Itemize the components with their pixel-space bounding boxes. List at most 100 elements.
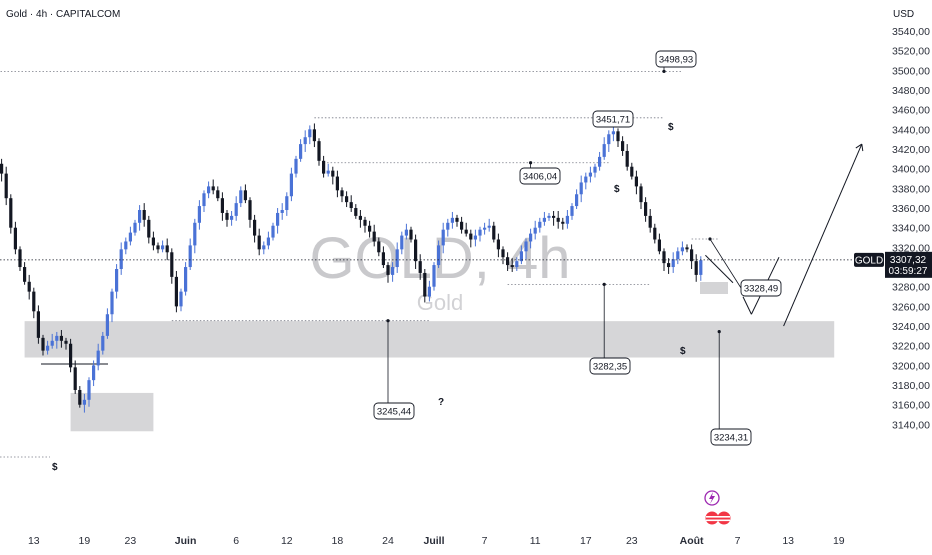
candle-body[interactable] [446, 222, 450, 230]
us-flag-icon-2[interactable] [717, 511, 731, 525]
candle-body[interactable] [101, 335, 105, 351]
candle-body[interactable] [455, 217, 459, 222]
candle-body[interactable] [202, 193, 206, 207]
candle-body[interactable] [340, 190, 344, 197]
candle-body[interactable] [556, 217, 560, 222]
candle-body[interactable] [464, 229, 468, 234]
candle-body[interactable] [165, 245, 169, 253]
candle-body[interactable] [308, 129, 312, 138]
candle-body[interactable] [303, 137, 307, 145]
candle-body[interactable] [409, 229, 413, 240]
candle-body[interactable] [0, 163, 4, 174]
candle-body[interactable] [418, 261, 422, 273]
candle-body[interactable] [437, 245, 441, 266]
candle-body[interactable] [18, 249, 22, 268]
candle-body[interactable] [211, 186, 215, 191]
candle-body[interactable] [119, 249, 123, 270]
candle-body[interactable] [588, 172, 592, 177]
candle-body[interactable] [460, 221, 464, 230]
symbol-title[interactable]: Gold · 4h · CAPITALCOM [6, 9, 120, 20]
candle-body[interactable] [648, 215, 652, 228]
candle-body[interactable] [423, 272, 427, 297]
price-callout-box[interactable] [519, 167, 561, 185]
candle-body[interactable] [142, 209, 146, 220]
candle-body[interactable] [625, 150, 629, 167]
candle-body[interactable] [280, 209, 284, 213]
candle-body[interactable] [667, 263, 671, 268]
candle-body[interactable] [575, 194, 579, 207]
price-callout-box[interactable] [589, 357, 631, 375]
candle-body[interactable] [593, 166, 597, 173]
candle-body[interactable] [41, 337, 45, 351]
candle-body[interactable] [506, 257, 510, 266]
candle-body[interactable] [46, 345, 50, 351]
candle-body[interactable] [561, 221, 565, 224]
candle-body[interactable] [59, 335, 63, 341]
candle-body[interactable] [36, 311, 40, 338]
candle-body[interactable] [312, 129, 316, 142]
candle-body[interactable] [414, 239, 418, 262]
candle-body[interactable] [579, 182, 583, 195]
candle-body[interactable] [322, 160, 326, 174]
price-callout-box[interactable] [740, 279, 782, 297]
candle-body[interactable] [657, 239, 661, 252]
candle-body[interactable] [662, 251, 666, 264]
candle-body[interactable] [128, 232, 132, 242]
candle-body[interactable] [32, 291, 36, 312]
candle-body[interactable] [533, 227, 537, 234]
candle-body[interactable] [611, 131, 615, 135]
candle-body[interactable] [441, 229, 445, 246]
candle-body[interactable] [27, 281, 31, 292]
candle-body[interactable] [73, 367, 77, 390]
candle-body[interactable] [386, 265, 390, 275]
candle-body[interactable] [170, 252, 174, 277]
candle-body[interactable] [179, 291, 183, 307]
candle-body[interactable] [529, 233, 533, 242]
candle-body[interactable] [299, 144, 303, 159]
candle-body[interactable] [69, 343, 73, 368]
candle-body[interactable] [174, 276, 178, 307]
candle-body[interactable] [634, 176, 638, 187]
candle-body[interactable] [469, 233, 473, 240]
price-callout-box[interactable] [710, 428, 752, 446]
candle-body[interactable] [220, 198, 224, 213]
candle-body[interactable] [110, 291, 114, 315]
candle-body[interactable] [621, 141, 625, 151]
candle-body[interactable] [685, 247, 689, 250]
candle-body[interactable] [96, 350, 100, 366]
candle-body[interactable] [124, 241, 128, 250]
candle-body[interactable] [427, 286, 431, 297]
resistance-box[interactable] [700, 282, 728, 294]
candle-body[interactable] [50, 340, 54, 346]
candle-body[interactable] [82, 399, 86, 405]
candle-body[interactable] [653, 227, 657, 240]
candle-body[interactable] [478, 229, 482, 236]
candle-body[interactable] [156, 245, 160, 250]
candle-body[interactable] [326, 170, 330, 174]
candle-body[interactable] [492, 225, 496, 240]
candle-body[interactable] [133, 222, 137, 233]
price-callout-box[interactable] [373, 402, 415, 420]
candle-body[interactable] [64, 340, 68, 344]
candle-body[interactable] [584, 176, 588, 183]
candle-body[interactable] [450, 217, 454, 223]
candle-body[interactable] [147, 219, 151, 238]
candle-body[interactable] [519, 251, 523, 262]
candle-body[interactable] [400, 235, 404, 250]
candle-body[interactable] [676, 251, 680, 260]
candle-body[interactable] [253, 219, 257, 236]
candle-body[interactable] [266, 237, 270, 246]
demand-zone[interactable] [24, 321, 835, 358]
candle-body[interactable] [289, 173, 293, 197]
candle-body[interactable] [515, 261, 519, 268]
candle-body[interactable] [349, 202, 353, 209]
candle-body[interactable] [276, 212, 280, 226]
candle-body[interactable] [639, 186, 643, 203]
candle-body[interactable] [602, 144, 606, 157]
price-callout-box[interactable] [592, 110, 634, 128]
candle-body[interactable] [598, 156, 602, 167]
candle-body[interactable] [243, 190, 247, 201]
candle-body[interactable] [335, 176, 339, 191]
